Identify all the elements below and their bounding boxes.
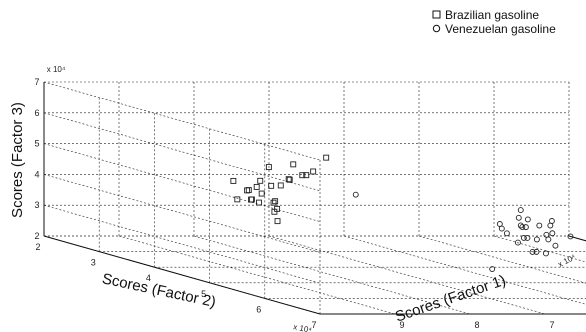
z-tick-label: 7: [34, 77, 39, 87]
venezuelan-point: [514, 239, 521, 246]
legend-square-marker: [432, 10, 441, 19]
brazilian-point: [286, 176, 293, 183]
venezuelan-point: [548, 218, 555, 224]
venezuelan-point: [536, 222, 543, 229]
x-tick-label: 8: [474, 320, 479, 330]
venezuelan-point: [545, 236, 552, 243]
z-tick-label: 3: [34, 200, 39, 210]
brazilian-point: [268, 182, 275, 189]
y-tick-label: 7: [311, 320, 316, 330]
brazilian-point: [230, 177, 237, 184]
y-tick-label: 6: [256, 304, 261, 314]
y-axis-label: Scores (Factor 2): [100, 270, 217, 311]
venezuelan-point: [519, 224, 526, 231]
brazilian-point: [265, 164, 272, 171]
venezuelan-point: [515, 214, 522, 221]
brazilian-point: [256, 199, 262, 206]
brazilian-point: [248, 196, 255, 203]
brazilian-point: [271, 208, 278, 215]
brazilian-point: [245, 187, 252, 194]
side-wall-grid-line: [43, 81, 321, 161]
y-tick-label: 2: [35, 242, 40, 252]
z-tick-label: 4: [34, 169, 39, 179]
legend-circle-marker: [432, 24, 441, 33]
venezuelan-point: [552, 242, 559, 249]
z-axis-multiplier: x 10⁴: [47, 65, 66, 74]
brazilian-point: [323, 154, 330, 161]
brazilian-point: [253, 183, 260, 190]
legend-label-venezuelan: Venezuelan gasoline: [445, 22, 556, 36]
venezuelan-point: [529, 248, 536, 255]
floor-grid-line: [568, 235, 586, 242]
floor-grid-line: [118, 235, 396, 315]
brazilian-point: [270, 199, 277, 206]
y-tick-label: 5: [201, 289, 206, 299]
venezuelan-point: [489, 266, 496, 272]
brazilian-point: [257, 177, 264, 184]
venezuelan-point: [503, 230, 510, 237]
axes-frame: [43, 82, 586, 315]
venezuelan-point: [533, 236, 540, 243]
z-tick-label: 6: [34, 108, 39, 118]
venezuelan-point: [496, 221, 503, 227]
venezuelan-point: [549, 230, 556, 237]
venezuelan-point: [352, 191, 359, 198]
venezuelan-point: [517, 222, 524, 229]
x-tick-label: 9: [399, 320, 404, 330]
brazilian-point: [274, 218, 281, 225]
tick-labels: 2345672345673456789: [34, 77, 554, 330]
venezuelan-point: [517, 207, 524, 214]
y-tick-label: 4: [146, 273, 151, 283]
venezuelan-point: [543, 250, 549, 257]
x-tick-label: 7: [549, 320, 554, 330]
floor-grid-line: [493, 235, 586, 263]
side-wall-grid-line: [43, 112, 321, 192]
legend-label-brazilian: Brazilian gasoline: [445, 8, 539, 22]
brazilian-point: [285, 176, 292, 183]
z-axis-label: Scores (Factor 3): [9, 102, 26, 218]
x-axis-label: Scores (Factor 1): [393, 272, 508, 326]
z-tick-label: 2: [34, 231, 39, 241]
venezuelan-point: [567, 233, 574, 240]
z-tick-label: 5: [34, 139, 39, 149]
y-axis-multiplier: x 10⁴: [293, 322, 314, 332]
data-points: [230, 154, 574, 272]
brazilian-point: [303, 172, 310, 179]
brazilian-point: [258, 190, 265, 197]
venezuelan-point: [533, 248, 540, 255]
y-tick-label: 3: [91, 258, 96, 268]
brazilian-point: [310, 168, 317, 175]
venezuelan-point: [520, 234, 527, 241]
venezuelan-point: [522, 224, 529, 231]
brazilian-point: [290, 161, 297, 168]
venezuelan-point: [524, 216, 531, 223]
brazilian-point: [299, 172, 306, 179]
side-wall-grid-line: [43, 204, 321, 284]
brazilian-point: [277, 182, 284, 189]
floor-right-edge: [568, 235, 586, 242]
venezuelan-point: [524, 235, 531, 241]
brazilian-point: [234, 196, 241, 203]
brazilian-point: [272, 198, 279, 205]
legend: Brazilian gasoline Venezuelan gasoline: [432, 8, 556, 36]
y-axis-line: [43, 235, 321, 315]
